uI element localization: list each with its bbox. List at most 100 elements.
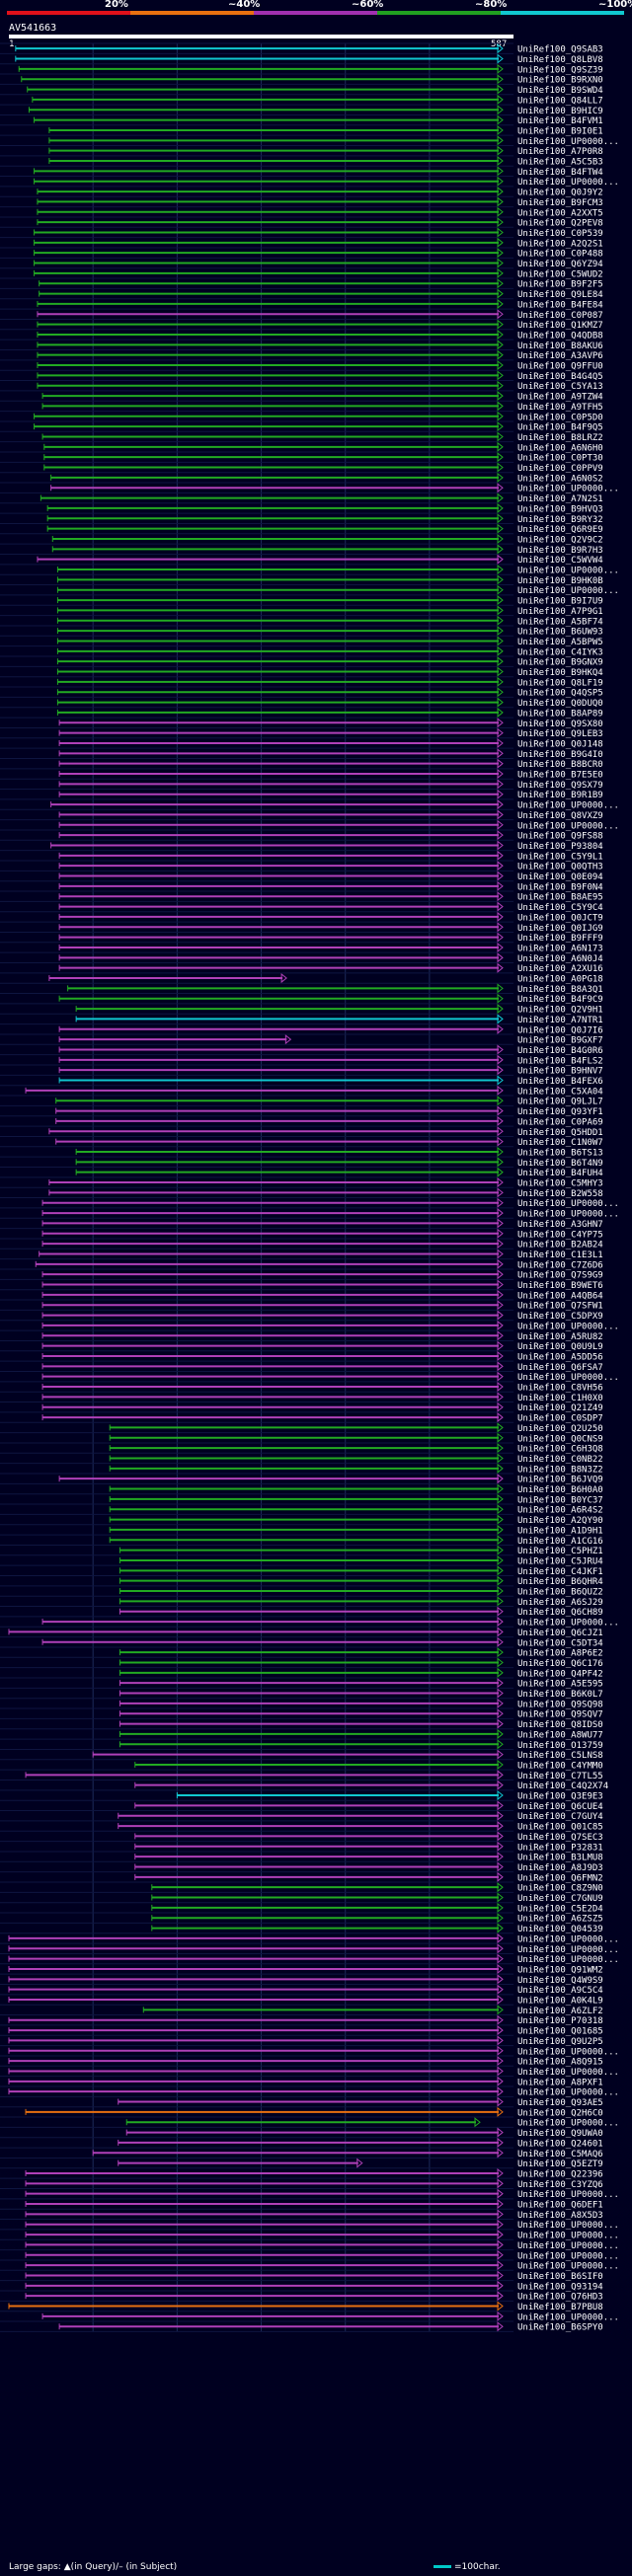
hit-row[interactable]: UniRef100_Q9SX80 <box>58 718 603 729</box>
hit-row[interactable]: UniRef100_B8N3Z2 <box>109 1463 603 1476</box>
hit-row[interactable]: UniRef100_Q4PF42 <box>118 1667 603 1680</box>
hit-row[interactable]: UniRef100_UP0000... <box>48 135 619 147</box>
hit-label[interactable]: UniRef100_UP0000... <box>517 2119 619 2129</box>
hit-label[interactable]: UniRef100_C5MHY3 <box>517 1179 603 1189</box>
hit-row[interactable]: UniRef100_C5DPX9 <box>41 1310 603 1323</box>
hit-row[interactable]: UniRef100_UP0000... <box>41 1617 619 1629</box>
hit-row[interactable]: UniRef100_A5RU82 <box>41 1330 603 1342</box>
hit-row[interactable]: UniRef100_Q93YF1 <box>55 1105 603 1118</box>
hit-label[interactable]: UniRef100_A6R4S2 <box>517 1506 603 1516</box>
hit-label[interactable]: UniRef100_A3GHN7 <box>517 1220 603 1230</box>
hit-label[interactable]: UniRef100_Q6FMN2 <box>517 1873 603 1883</box>
hit-label[interactable]: UniRef100_B6TS13 <box>517 1148 603 1158</box>
hit-row[interactable]: UniRef100_B7PBU8 <box>8 2301 603 2313</box>
hit-row[interactable]: UniRef100_A0K4L9 <box>8 1994 603 2007</box>
hit-row[interactable]: UniRef100_B7E5E0 <box>58 768 603 781</box>
hit-row[interactable]: UniRef100_B6H0A0 <box>109 1483 603 1496</box>
hit-row[interactable]: UniRef100_Q9SQ98 <box>118 1698 603 1710</box>
hit-label[interactable]: UniRef100_A5BF74 <box>517 617 603 627</box>
hit-row[interactable]: UniRef100_Q21Z49 <box>41 1402 603 1414</box>
hit-row[interactable]: UniRef100_B4G4Q5 <box>37 370 603 382</box>
hit-label[interactable]: UniRef100_B9HNV7 <box>517 1067 603 1077</box>
hit-row[interactable]: UniRef100_Q6FSA7 <box>41 1361 603 1373</box>
hit-row[interactable]: UniRef100_C4YMM0 <box>134 1759 603 1772</box>
hit-label[interactable]: UniRef100_A1D9H1 <box>517 1526 603 1536</box>
hit-row[interactable]: UniRef100_C5YA13 <box>37 380 603 393</box>
hit-label[interactable]: UniRef100_B6SIF0 <box>517 2272 603 2282</box>
hit-row[interactable]: UniRef100_B4FVM1 <box>34 114 603 127</box>
hit-label[interactable]: UniRef100_C0SDP7 <box>517 1414 603 1424</box>
hit-row[interactable]: UniRef100_B4F9C9 <box>58 993 603 1006</box>
hit-label[interactable]: UniRef100_A7P0R8 <box>517 147 603 157</box>
hit-label[interactable]: UniRef100_UP0000... <box>517 1945 619 1955</box>
hit-row[interactable]: UniRef100_B8BCR0 <box>58 758 603 771</box>
hit-row[interactable]: UniRef100_UP0000... <box>125 2117 619 2129</box>
hit-row[interactable]: UniRef100_Q2H6C0 <box>25 2106 603 2119</box>
hit-row[interactable]: UniRef100_Q1KMZ7 <box>37 319 603 332</box>
hit-label[interactable]: UniRef100_Q0JCT9 <box>517 913 603 923</box>
hit-row[interactable]: UniRef100_Q04539 <box>151 1923 603 1935</box>
hit-row[interactable]: UniRef100_A3AVP6 <box>37 349 603 362</box>
hit-label[interactable]: UniRef100_A0K4L9 <box>517 1997 603 2007</box>
hit-label[interactable]: UniRef100_Q0DUQ0 <box>517 699 603 709</box>
hit-row[interactable]: UniRef100_C4JKF1 <box>118 1565 603 1577</box>
hit-row[interactable]: UniRef100_C7GNU9 <box>151 1892 603 1905</box>
hit-row[interactable]: UniRef100_UP0000... <box>56 584 619 597</box>
hit-label[interactable]: UniRef100_C1E3L1 <box>517 1250 603 1260</box>
hit-row[interactable]: UniRef100_C7Z6D6 <box>35 1258 603 1271</box>
hit-label[interactable]: UniRef100_A7P9G1 <box>517 607 603 617</box>
hit-row[interactable]: UniRef100_Q0QTH3 <box>58 861 603 872</box>
hit-row[interactable]: UniRef100_A6N0S2 <box>50 472 603 485</box>
hit-label[interactable]: UniRef100_A5BPW5 <box>517 638 603 647</box>
hit-label[interactable]: UniRef100_B6UW93 <box>517 628 603 638</box>
hit-row[interactable]: UniRef100_B6JVQ9 <box>58 1474 603 1485</box>
hit-label[interactable]: UniRef100_C3YZQ6 <box>517 2180 603 2190</box>
hit-label[interactable]: UniRef100_C5WUD2 <box>517 269 603 279</box>
hit-row[interactable]: UniRef100_Q0E094 <box>58 871 603 883</box>
hit-row[interactable]: UniRef100_A6R4S2 <box>109 1504 603 1516</box>
hit-row[interactable]: UniRef100_C6H3Q8 <box>109 1443 603 1455</box>
hit-row[interactable]: UniRef100_B8AKU6 <box>37 340 603 351</box>
hit-label[interactable]: UniRef100_B8LRZ2 <box>517 433 603 443</box>
hit-row[interactable]: UniRef100_Q6R9E9 <box>46 523 603 536</box>
hit-label[interactable]: UniRef100_A2XU16 <box>517 964 603 974</box>
hit-label[interactable]: UniRef100_UP0000... <box>517 1199 619 1209</box>
hit-label[interactable]: UniRef100_B4FVM1 <box>517 116 603 126</box>
hit-label[interactable]: UniRef100_A9TFH5 <box>517 403 603 413</box>
hit-label[interactable]: UniRef100_Q0J148 <box>517 739 603 749</box>
hit-row[interactable]: UniRef100_A7NTR1 <box>75 1014 603 1025</box>
hit-label[interactable]: UniRef100_C5MAQ6 <box>517 2150 603 2159</box>
hit-row[interactable]: UniRef100_B4FEX6 <box>58 1075 603 1088</box>
hit-row[interactable]: UniRef100_C5Y9C4 <box>58 901 603 914</box>
hit-row[interactable]: UniRef100_A8P6E2 <box>118 1647 603 1659</box>
hit-label[interactable]: UniRef100_A6SJ29 <box>517 1598 603 1608</box>
hit-label[interactable]: UniRef100_Q9FFU0 <box>517 362 603 372</box>
hit-row[interactable]: UniRef100_B9I7U9 <box>56 595 603 607</box>
hit-label[interactable]: UniRef100_B6QUZ2 <box>517 1588 603 1598</box>
hit-row[interactable]: UniRef100_A6SJ29 <box>118 1596 603 1608</box>
hit-label[interactable]: UniRef100_A8WU77 <box>517 1730 603 1740</box>
hit-row[interactable]: UniRef100_Q0J9Y2 <box>37 187 603 198</box>
hit-label[interactable]: UniRef100_Q04539 <box>517 1925 603 1934</box>
hit-row[interactable]: UniRef100_Q9U2P5 <box>8 2035 603 2047</box>
hit-row[interactable]: UniRef100_C5JRU4 <box>118 1554 603 1567</box>
hit-row[interactable]: UniRef100_A5BF74 <box>56 615 603 628</box>
hit-label[interactable]: UniRef100_Q4PF42 <box>517 1669 603 1679</box>
hit-row[interactable]: UniRef100_C7TL55 <box>25 1770 603 1781</box>
hit-row[interactable]: UniRef100_B6UW93 <box>56 626 603 638</box>
hit-row[interactable]: UniRef100_Q8VXZ9 <box>58 809 603 821</box>
hit-label[interactable]: UniRef100_C7GNU9 <box>517 1894 603 1904</box>
hit-row[interactable]: UniRef100_A6N173 <box>58 942 603 954</box>
hit-row[interactable]: UniRef100_B9F0N4 <box>58 880 603 893</box>
hit-row[interactable]: UniRef100_Q0J7I6 <box>58 1023 603 1036</box>
hit-label[interactable]: UniRef100_B8BCR0 <box>517 760 603 770</box>
hit-label[interactable]: UniRef100_Q7S9G9 <box>517 1271 603 1281</box>
hit-row[interactable]: UniRef100_B4FUH4 <box>75 1167 603 1179</box>
hit-label[interactable]: UniRef100_Q5EZT9 <box>517 2159 603 2169</box>
hit-row[interactable]: UniRef100_Q0JCT9 <box>58 911 603 924</box>
hit-row[interactable]: UniRef100_Q7SFW1 <box>41 1300 603 1312</box>
hit-label[interactable]: UniRef100_C5Y9C4 <box>517 903 603 913</box>
hit-row[interactable]: UniRef100_A9C5C4 <box>8 1984 603 1997</box>
hit-row[interactable]: UniRef100_A5E595 <box>118 1678 603 1690</box>
hit-label[interactable]: UniRef100_B9RY32 <box>517 515 603 525</box>
